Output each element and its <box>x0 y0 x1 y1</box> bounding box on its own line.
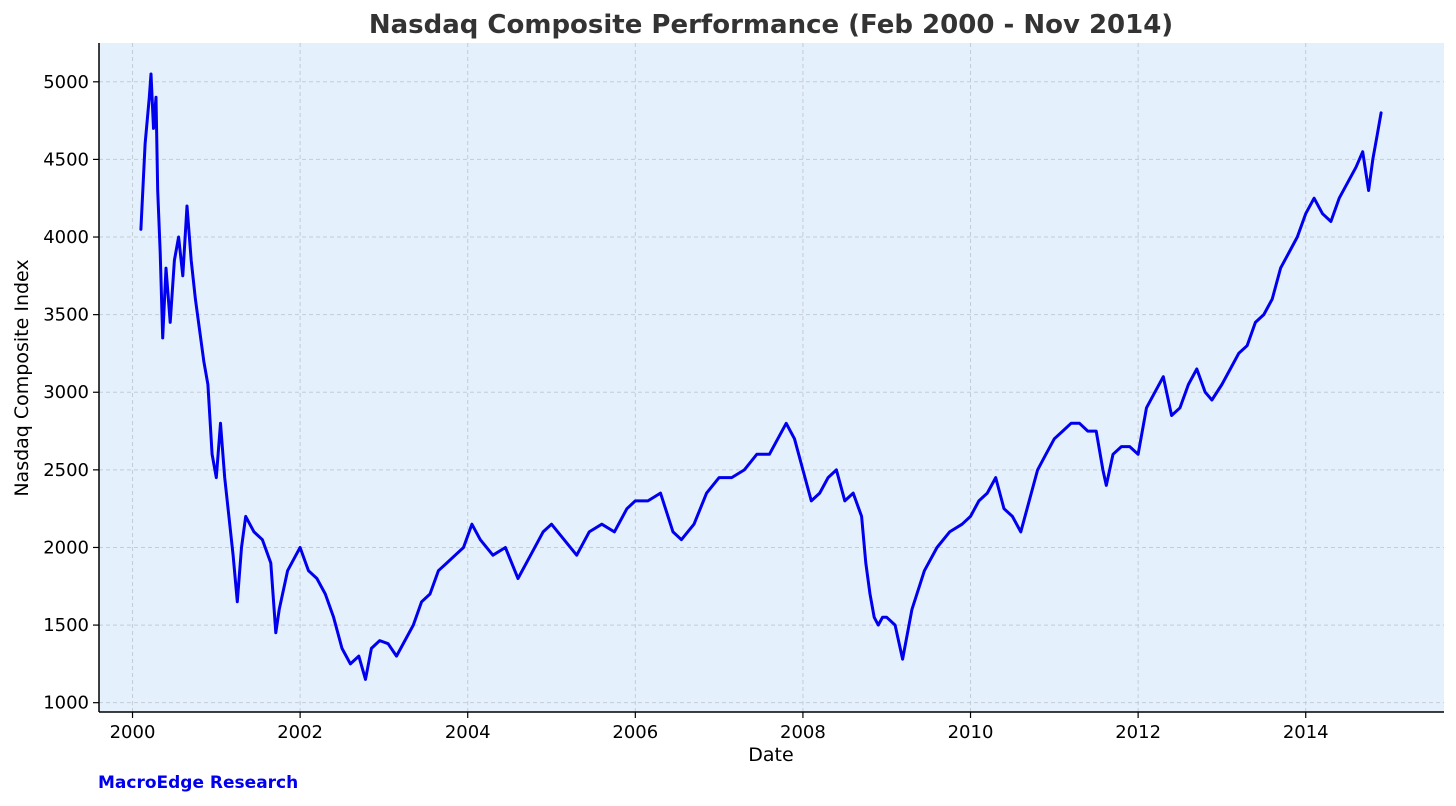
y-tick-label: 1500 <box>43 615 89 636</box>
x-tick-label: 2010 <box>948 722 994 743</box>
y-tick-label: 4000 <box>43 227 89 248</box>
y-tick-label: 3000 <box>43 382 89 403</box>
x-tick-label: 2006 <box>612 722 658 743</box>
x-axis-label: Date <box>748 744 793 766</box>
y-tick-label: 2500 <box>43 460 89 481</box>
x-tick-label: 2004 <box>445 722 491 743</box>
y-tick-label: 5000 <box>43 72 89 93</box>
x-tick-label: 2008 <box>780 722 826 743</box>
x-tick-label: 2014 <box>1283 722 1329 743</box>
chart-title: Nasdaq Composite Performance (Feb 2000 -… <box>369 10 1173 40</box>
nasdaq-index-line <box>139 72 1383 681</box>
x-tick-label: 2000 <box>110 722 156 743</box>
grid-lines <box>99 43 1444 712</box>
y-tick-label: 1000 <box>43 693 89 714</box>
brand-watermark: MacroEdge Research <box>98 773 299 793</box>
y-axis-ticks: 1000 1500 2000 2500 3000 3500 4000 4500 5000 <box>43 72 99 714</box>
plot-background <box>99 43 1444 712</box>
y-tick-label: 2000 <box>43 537 89 558</box>
x-tick-label: 2002 <box>277 722 323 743</box>
y-tick-label: 4500 <box>43 149 89 170</box>
x-axis-ticks: 2000 2002 2004 2006 2008 2010 2012 2014 <box>110 712 1329 743</box>
y-axis-label: Nasdaq Composite Index <box>11 259 33 496</box>
x-tick-label: 2012 <box>1115 722 1161 743</box>
y-tick-label: 3500 <box>43 305 89 326</box>
